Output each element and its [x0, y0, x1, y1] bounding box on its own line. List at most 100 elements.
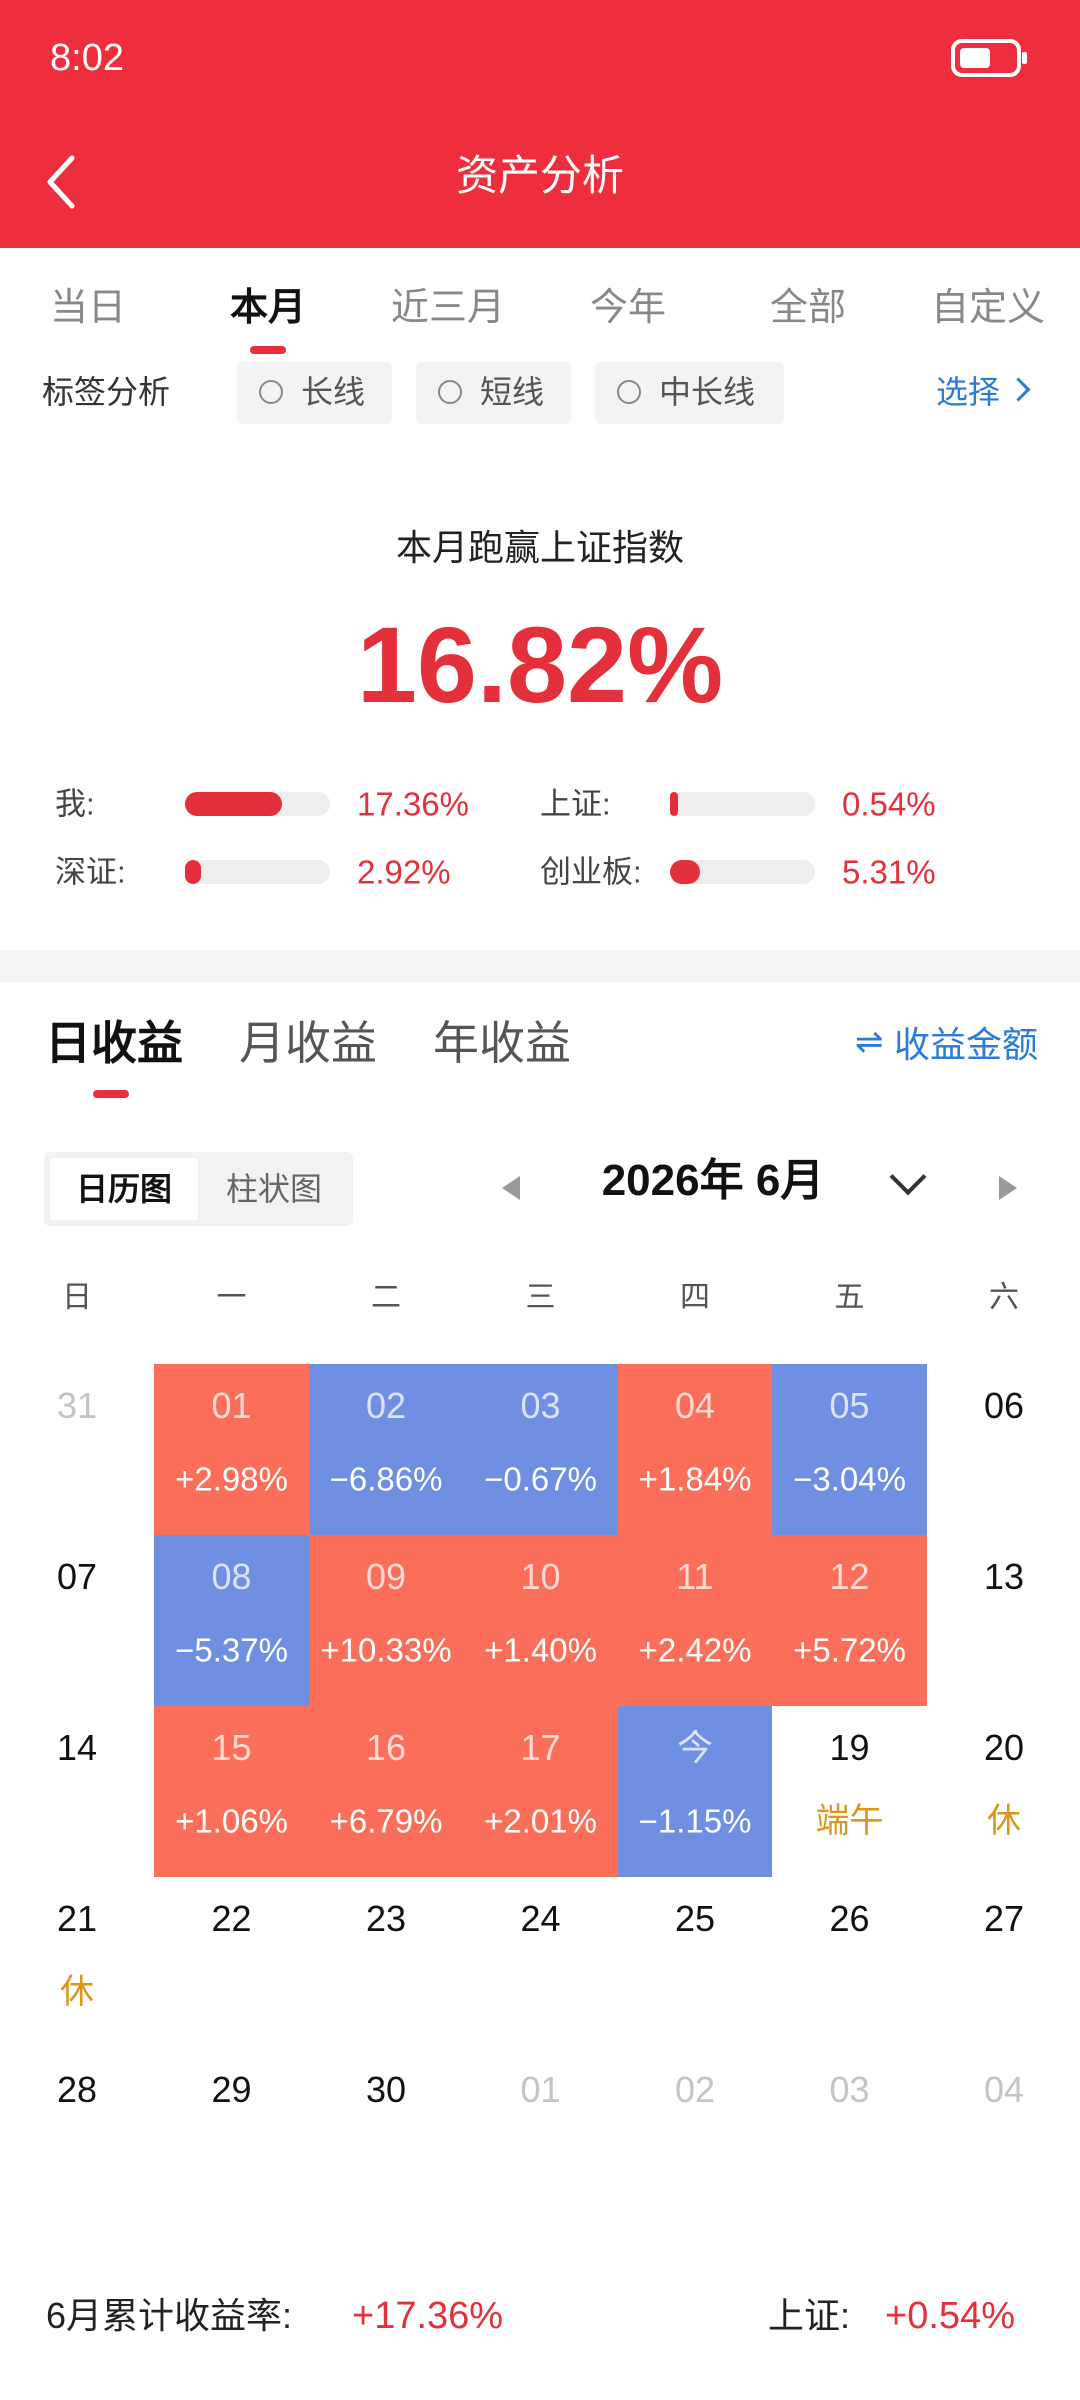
- battery-icon: [951, 39, 1027, 77]
- calendar-cell[interactable]: [154, 1706, 309, 1877]
- calendar-day[interactable]: 14: [56, 1727, 98, 1768]
- bar-fill: [670, 792, 678, 816]
- calendar-day[interactable]: 11: [676, 1556, 714, 1597]
- daily-return: −1.15%: [638, 1802, 752, 1840]
- period-tab[interactable]: 全部: [769, 287, 847, 329]
- radio-circle: [438, 380, 462, 404]
- compare-value: 2.92%: [357, 853, 451, 891]
- summary-title: 本月跑赢上证指数: [395, 527, 685, 568]
- weekday-label: 六: [989, 1281, 1019, 1314]
- section-divider: [0, 950, 1080, 982]
- footer-index-value: +0.54%: [885, 2295, 1015, 2337]
- calendar-day[interactable]: 04: [983, 2069, 1025, 2110]
- calendar-cell[interactable]: [308, 1706, 464, 1877]
- tag-select[interactable]: 选择: [935, 374, 1000, 410]
- calendar-cell[interactable]: [308, 1364, 464, 1535]
- calendar-day[interactable]: 27: [983, 1898, 1025, 1939]
- calendar-day[interactable]: 19: [829, 1727, 870, 1768]
- calendar-day[interactable]: 05: [829, 1385, 870, 1426]
- calendar-day[interactable]: 07: [56, 1556, 98, 1597]
- radio-circle: [259, 380, 283, 404]
- daily-return: −6.86%: [329, 1460, 443, 1498]
- calendar-day[interactable]: 03: [829, 2069, 870, 2110]
- calendar-day[interactable]: 22: [211, 1898, 252, 1939]
- period-tab[interactable]: 近三月: [390, 287, 506, 329]
- calendar-day[interactable]: 今: [676, 1727, 714, 1768]
- back-button[interactable]: [40, 150, 84, 214]
- tag-option: 中长线: [659, 374, 756, 410]
- daily-return: +1.06%: [175, 1802, 288, 1840]
- calendar-day[interactable]: 17: [520, 1727, 561, 1768]
- calendar-cell[interactable]: [617, 1706, 773, 1877]
- bar-fill: [185, 792, 283, 816]
- tag-option: 短线: [480, 374, 545, 410]
- calendar-cell[interactable]: [617, 1535, 773, 1706]
- compare-value: 0.54%: [842, 785, 936, 823]
- calendar-cell[interactable]: [617, 1364, 773, 1535]
- calendar-day[interactable]: 09: [365, 1556, 407, 1597]
- calendar-cell[interactable]: [308, 1535, 464, 1706]
- return-tab[interactable]: 日收益: [45, 1017, 183, 1069]
- compare-label: 创业板:: [540, 854, 642, 890]
- calendar-cell[interactable]: [463, 1706, 618, 1877]
- calendar-cell[interactable]: [154, 1364, 309, 1535]
- tab-indicator: [250, 346, 286, 354]
- calendar-day[interactable]: 01: [211, 1385, 252, 1426]
- calendar-day[interactable]: 30: [365, 2069, 407, 2110]
- calendar-cell[interactable]: [154, 1535, 309, 1706]
- month-title: 2026年 6月: [601, 1156, 825, 1205]
- calendar-day[interactable]: 03: [520, 1385, 561, 1426]
- calendar-day[interactable]: 21: [56, 1898, 98, 1939]
- select-chevron: [1006, 377, 1031, 402]
- footer-index-label: 上证:: [768, 2295, 851, 2336]
- toggle-active: [50, 1158, 198, 1220]
- calendar-day[interactable]: 02: [365, 1385, 407, 1426]
- calendar-day[interactable]: 10: [520, 1556, 561, 1597]
- calendar-day[interactable]: 25: [674, 1898, 716, 1939]
- month-dropdown[interactable]: [889, 1158, 927, 1196]
- calendar-day[interactable]: 23: [365, 1898, 407, 1939]
- daily-return: +10.33%: [320, 1631, 452, 1669]
- status-time: 8:02: [50, 37, 124, 79]
- calendar-day[interactable]: 02: [674, 2069, 716, 2110]
- calendar-day[interactable]: 29: [211, 2069, 252, 2110]
- view-tab[interactable]: 日历图: [75, 1171, 173, 1207]
- calendar-day[interactable]: 04: [674, 1385, 716, 1426]
- period-tab[interactable]: 本月: [229, 287, 307, 329]
- calendar-day[interactable]: 06: [983, 1385, 1025, 1426]
- calendar-day[interactable]: 26: [829, 1898, 870, 1939]
- view-tab[interactable]: 柱状图: [225, 1171, 323, 1207]
- tag-label: 标签分析: [42, 374, 171, 410]
- holiday-note: 休: [987, 1802, 1021, 1840]
- return-tab[interactable]: 月收益: [239, 1017, 377, 1069]
- calendar-day[interactable]: 13: [983, 1556, 1025, 1597]
- summary-value: 16.82%: [356, 604, 724, 725]
- next-month[interactable]: [999, 1176, 1017, 1200]
- daily-return: −3.04%: [793, 1460, 906, 1498]
- header-bar: [0, 0, 1080, 248]
- period-tab[interactable]: 今年: [589, 287, 667, 329]
- period-tab[interactable]: 自定义: [930, 287, 1046, 329]
- period-tab[interactable]: 当日: [49, 287, 127, 329]
- calendar-day[interactable]: 28: [56, 2069, 98, 2110]
- calendar-cell[interactable]: [463, 1535, 618, 1706]
- bar-fill: [670, 860, 700, 884]
- calendar-day[interactable]: 24: [520, 1898, 561, 1939]
- prev-month[interactable]: [502, 1176, 520, 1200]
- page-title: 资产分析: [455, 152, 625, 199]
- daily-return: +1.84%: [638, 1460, 752, 1498]
- calendar-cell[interactable]: [463, 1364, 618, 1535]
- calendar-day[interactable]: 15: [211, 1727, 252, 1768]
- calendar-day[interactable]: 08: [211, 1556, 252, 1597]
- calendar-day[interactable]: 20: [983, 1727, 1025, 1768]
- calendar-day[interactable]: 31: [56, 1385, 98, 1426]
- daily-return: +1.40%: [484, 1631, 597, 1669]
- calendar-cell[interactable]: [772, 1364, 927, 1535]
- compare-value: 17.36%: [357, 785, 469, 823]
- calendar-day[interactable]: 16: [365, 1727, 407, 1768]
- calendar-day[interactable]: 12: [829, 1556, 870, 1597]
- calendar-cell[interactable]: [772, 1535, 927, 1706]
- return-toggle[interactable]: 收益金额: [893, 1024, 1038, 1065]
- return-tab[interactable]: 年收益: [433, 1017, 571, 1069]
- calendar-day[interactable]: 01: [520, 2069, 561, 2110]
